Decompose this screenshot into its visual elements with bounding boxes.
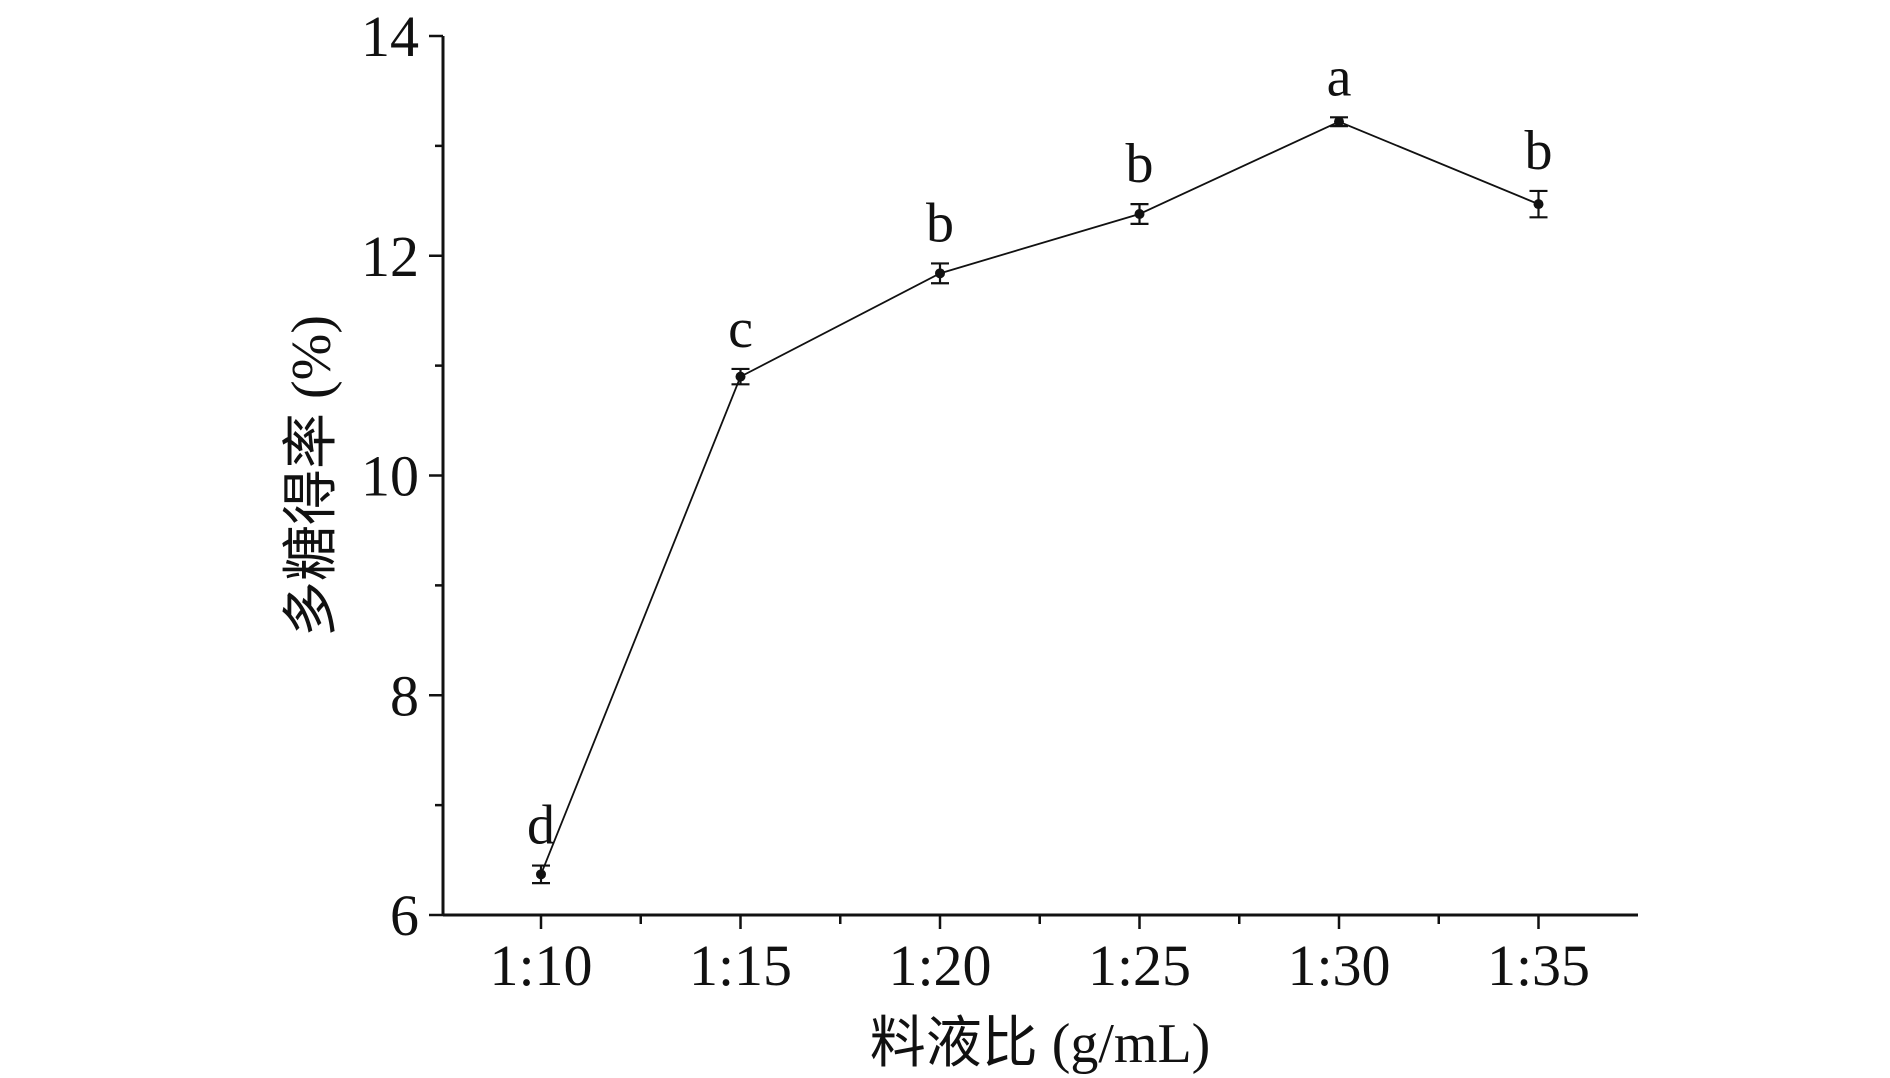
data-point (1533, 199, 1544, 210)
significance-label: a (1327, 46, 1352, 108)
x-axis-title: 料液比 (g/mL) (870, 1013, 1211, 1075)
data-point (1334, 116, 1344, 127)
y-axis-title: 多糖得率 (%) (281, 315, 343, 637)
data-point (1134, 208, 1145, 219)
y-tick-label: 8 (390, 663, 419, 728)
data-point (935, 268, 945, 279)
significance-label: d (527, 795, 555, 857)
x-tick-label: 1:15 (689, 933, 792, 998)
significance-label: c (728, 298, 753, 360)
data-point (735, 371, 746, 382)
y-tick-label: 14 (361, 4, 419, 69)
significance-label: b (1126, 133, 1154, 195)
x-tick-label: 1:10 (489, 933, 592, 998)
significance-label: b (1525, 120, 1553, 182)
y-tick-label: 6 (390, 883, 419, 948)
x-tick-label: 1:20 (888, 933, 991, 998)
x-tick-label: 1:25 (1088, 933, 1191, 998)
significance-label: b (926, 192, 954, 254)
series-line (540, 120, 1539, 875)
chart-marks: d c b b a b (527, 46, 1553, 885)
data-point (536, 869, 546, 880)
x-tick-label: 1:35 (1487, 933, 1590, 998)
x-tick-label: 1:30 (1287, 933, 1390, 998)
y-tick-label: 12 (361, 224, 419, 289)
axes: 6 8 10 12 14 1:10 1:15 1:20 1:25 1:30 1:35 (361, 4, 1638, 998)
y-tick-label: 10 (361, 444, 419, 509)
